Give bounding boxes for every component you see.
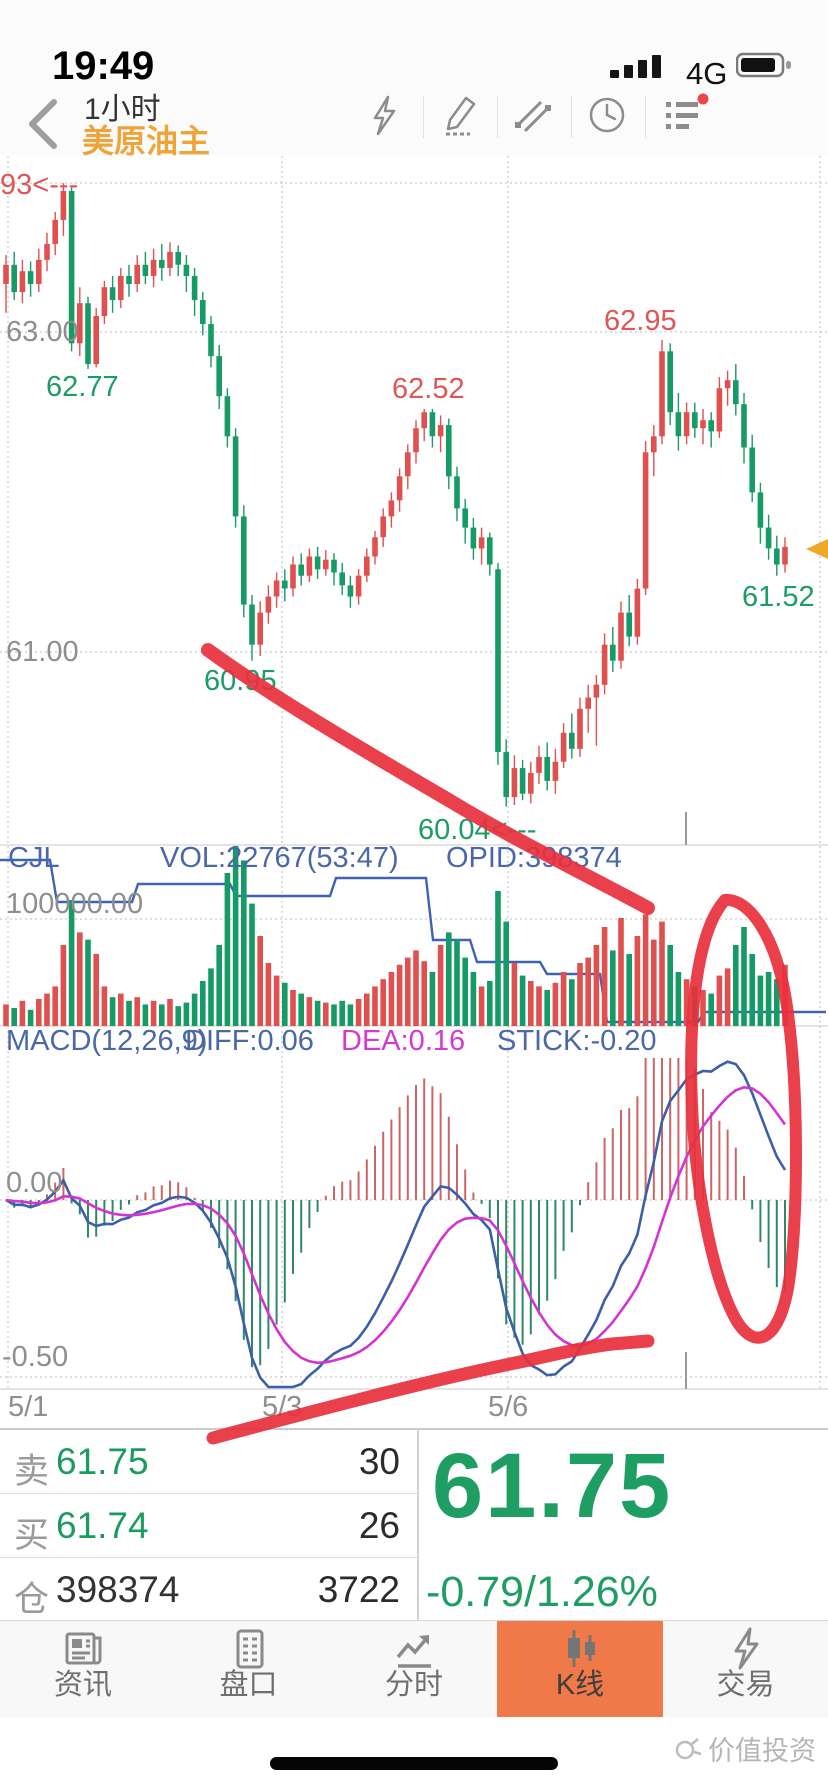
bid-label: 买 xyxy=(14,1516,50,1555)
tab-news[interactable]: 资讯 xyxy=(0,1621,166,1718)
bottom-nav: 资讯 盘口 分时 xyxy=(0,1620,828,1718)
period-selector[interactable]: 1小时 xyxy=(84,93,161,126)
position-row: 仓 398374 3722 xyxy=(0,1558,417,1621)
notification-dot xyxy=(697,93,709,105)
x-axis-date-label: 5/3 xyxy=(262,1391,303,1423)
flash-icon[interactable] xyxy=(362,92,408,138)
timeshare-icon xyxy=(396,1635,431,1668)
orderbook-icon xyxy=(236,1629,263,1669)
tab-label: K线 xyxy=(555,1669,605,1701)
trade-icon xyxy=(734,1627,758,1670)
network-type-label: 4G xyxy=(686,56,728,91)
macd-dea-label: DEA:0.16 xyxy=(341,1025,466,1057)
footer: 价值投资 xyxy=(0,1717,828,1792)
gridline-price-label: 61.00 xyxy=(6,636,79,668)
ask-qty: 30 xyxy=(358,1441,400,1482)
symbol-title: 美原油主 xyxy=(82,123,211,159)
tab-timeshare[interactable]: 分时 xyxy=(331,1621,497,1718)
watermark-text: 价值投资 xyxy=(708,1736,816,1766)
bid-qty: 26 xyxy=(358,1505,400,1546)
swing-low-label: 62.77 xyxy=(46,371,119,403)
trendlines-icon[interactable] xyxy=(510,92,556,138)
x-axis-date-label: 5/1 xyxy=(8,1391,49,1423)
ask-row[interactable]: 卖 61.75 30 xyxy=(0,1430,417,1494)
swing-high-label: 62.95 xyxy=(604,305,677,337)
swing-low-label: 61.52 xyxy=(742,581,815,613)
tab-label: 资讯 xyxy=(53,1669,112,1701)
bid-price: 61.74 xyxy=(56,1505,149,1546)
last-price: 61.75 xyxy=(432,1435,673,1537)
macd-diff-label: DIFF:0.06 xyxy=(185,1025,314,1057)
open-interest-label: OPID:398374 xyxy=(446,842,622,874)
order-book: 卖 61.75 30 买 61.74 26 仓 398374 3722 xyxy=(0,1430,419,1622)
tab-orderbook[interactable]: 盘口 xyxy=(166,1621,331,1718)
cellular-signal-icon xyxy=(610,55,661,78)
swing-low-label: 60.95 xyxy=(204,665,277,697)
divider xyxy=(423,96,424,138)
list-settings-icon[interactable] xyxy=(658,92,710,138)
tab-kline[interactable]: K线 xyxy=(497,1621,663,1718)
gridline-price-label: 63.00 xyxy=(6,316,79,348)
volume-indicator-name: CJL xyxy=(8,842,60,874)
ask-price: 61.75 xyxy=(56,1441,149,1482)
bid-row[interactable]: 买 61.74 26 xyxy=(0,1494,417,1558)
watermark-logo-icon xyxy=(675,1737,702,1759)
news-icon xyxy=(65,1632,102,1665)
x-axis-date-label: 5/6 xyxy=(488,1391,529,1423)
price-change: -0.79/1.26% xyxy=(426,1568,658,1616)
clock-icon[interactable] xyxy=(584,92,630,138)
quote-panel: 卖 61.75 30 买 61.74 26 仓 398374 3722 61.7… xyxy=(0,1428,828,1622)
tab-label: 盘口 xyxy=(219,1669,278,1701)
tab-label: 分时 xyxy=(384,1669,443,1701)
status-bar: 19:49 4G xyxy=(0,0,828,91)
position-value: 398374 xyxy=(56,1569,180,1610)
tab-label: 交易 xyxy=(716,1669,775,1701)
chart-header: 1小时 美原油主 xyxy=(0,88,828,159)
divider xyxy=(645,96,646,138)
tab-trade[interactable]: 交易 xyxy=(663,1621,828,1718)
clock-time: 19:49 xyxy=(52,44,155,88)
back-icon[interactable] xyxy=(20,96,68,152)
draw-pencil-icon[interactable] xyxy=(436,92,482,138)
macd-name-label: MACD(12,26,9) xyxy=(6,1025,208,1057)
macd-scale-label: -0.50 xyxy=(2,1341,69,1373)
home-indicator[interactable] xyxy=(270,1757,558,1770)
volume-scale-label: 100000.00 xyxy=(6,888,144,920)
macd-stick-label: STICK:-0.20 xyxy=(497,1025,657,1057)
volume-value-label: VOL:22767(53:47) xyxy=(160,842,399,874)
position-qty: 3722 xyxy=(317,1569,400,1610)
divider xyxy=(497,96,498,138)
position-label: 仓 xyxy=(14,1580,50,1619)
divider xyxy=(571,96,572,138)
ask-label: 卖 xyxy=(14,1452,50,1491)
session-low-label: 60.04<--- xyxy=(418,814,537,846)
battery-icon xyxy=(736,52,791,78)
macd-zero-label: 0.00 xyxy=(6,1167,63,1199)
price-peak-label: 93<--- xyxy=(0,169,79,201)
swing-high-label: 62.52 xyxy=(392,373,465,405)
kline-icon xyxy=(568,1630,595,1667)
watermark: 价值投资 xyxy=(670,1729,816,1768)
